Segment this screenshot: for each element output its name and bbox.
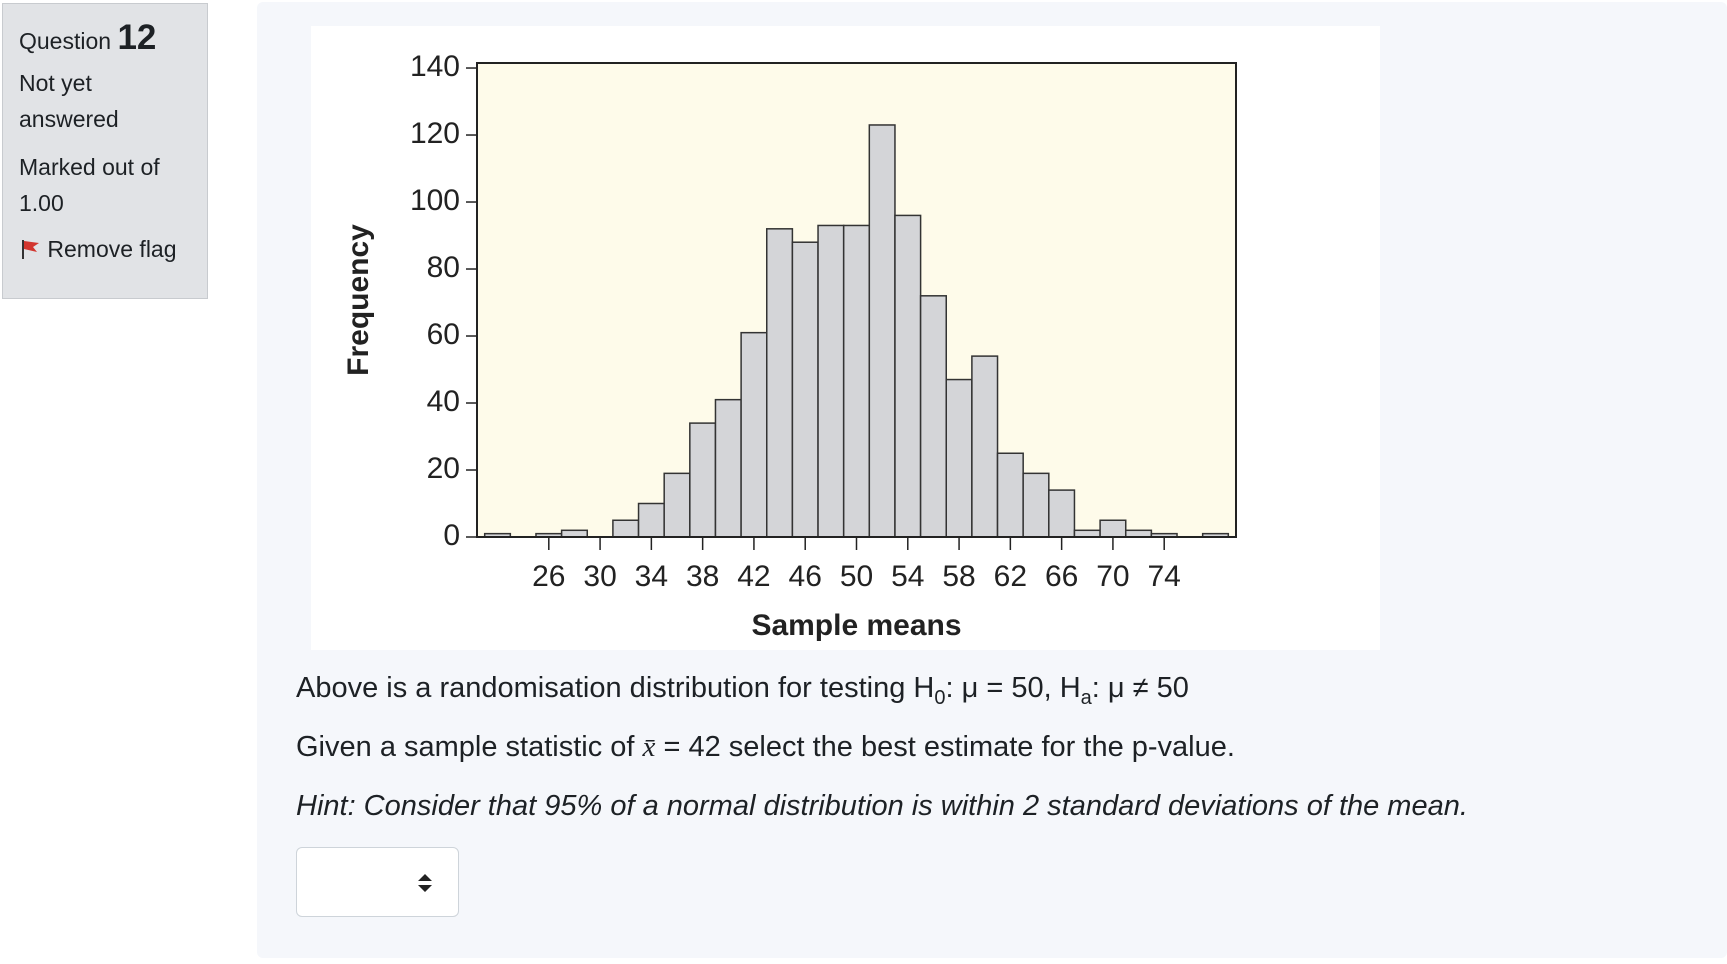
bar	[714, 398, 742, 538]
x-tick-label: 70	[1096, 560, 1129, 593]
x-tick-label: 30	[583, 560, 616, 593]
answer-select[interactable]	[296, 847, 459, 917]
text: : μ = 50, H	[945, 672, 1081, 704]
bar	[894, 214, 922, 538]
flag-button[interactable]: Remove flag	[19, 231, 191, 267]
y-tick-label: 140	[410, 50, 460, 83]
bar	[842, 224, 871, 538]
text: : μ ≠ 50	[1091, 672, 1189, 704]
marks: Marked out of 1.00	[19, 154, 160, 216]
question-line-2: Given a sample statistic of x̄ = 42 sele…	[296, 731, 1235, 764]
subscript: a	[1080, 686, 1092, 709]
flag-label: Remove flag	[47, 236, 177, 262]
x-tick-label: 50	[840, 560, 873, 593]
question-info: Question 12 Not yet answered Marked out …	[2, 3, 208, 299]
x-tick-label: 74	[1148, 560, 1181, 593]
bar	[637, 502, 665, 538]
bar	[766, 228, 794, 538]
bar	[1099, 519, 1127, 538]
bar	[1048, 489, 1076, 538]
y-tick-label: 0	[443, 519, 460, 552]
math: x̄	[642, 731, 656, 763]
bar	[791, 241, 819, 538]
y-tick-label: 80	[427, 251, 460, 284]
y-tick-label: 40	[427, 385, 460, 418]
question-label: Question	[19, 28, 112, 54]
hint: Hint: Consider that 95% of a normal dist…	[296, 790, 1468, 822]
bar	[996, 452, 1024, 538]
y-tick-label: 60	[427, 318, 460, 351]
bar	[1124, 529, 1153, 538]
question-line-1: Above is a randomisation distribution fo…	[296, 672, 1189, 710]
bar	[1022, 472, 1050, 538]
histogram-chart: 0 20 40 60 80 100 120 140 26 30 34 38 42 46 50 54 58 62 66…	[311, 26, 1380, 650]
bar	[919, 295, 947, 538]
status: Not yet answered	[19, 70, 119, 132]
x-axis-label: Sample means	[751, 609, 961, 642]
x-tick-label: 54	[891, 560, 924, 593]
y-tick-label: 120	[410, 117, 460, 150]
x-tick-label: 26	[532, 560, 565, 593]
text: Given a sample statistic of	[296, 731, 643, 763]
x-tick-label: 38	[686, 560, 719, 593]
bar	[1073, 529, 1101, 538]
x-tick-label: 42	[737, 560, 770, 593]
bar	[612, 519, 640, 538]
bar	[868, 124, 896, 538]
x-tick-label: 58	[942, 560, 975, 593]
y-axis-label: Frequency	[342, 224, 375, 376]
text: = 42 select the best estimate for the p-…	[655, 731, 1235, 763]
bar	[971, 355, 999, 538]
x-tick-label: 34	[635, 560, 668, 593]
bar	[740, 331, 768, 538]
text: Above is a randomisation distribution fo…	[296, 672, 935, 704]
flag-icon	[22, 240, 39, 259]
x-tick-label: 66	[1045, 560, 1078, 593]
question-number: 12	[117, 18, 157, 57]
bar	[689, 422, 717, 538]
bar	[817, 224, 845, 538]
bar	[560, 529, 589, 538]
x-tick-label: 62	[994, 560, 1027, 593]
select-arrows	[418, 874, 432, 892]
question-heading: Question 12	[19, 20, 191, 59]
y-tick-label: 20	[427, 452, 460, 485]
subscript: 0	[934, 686, 946, 709]
bar	[663, 472, 691, 538]
x-tick-label: 46	[789, 560, 822, 593]
bar	[945, 378, 973, 538]
y-tick-label: 100	[410, 184, 460, 217]
